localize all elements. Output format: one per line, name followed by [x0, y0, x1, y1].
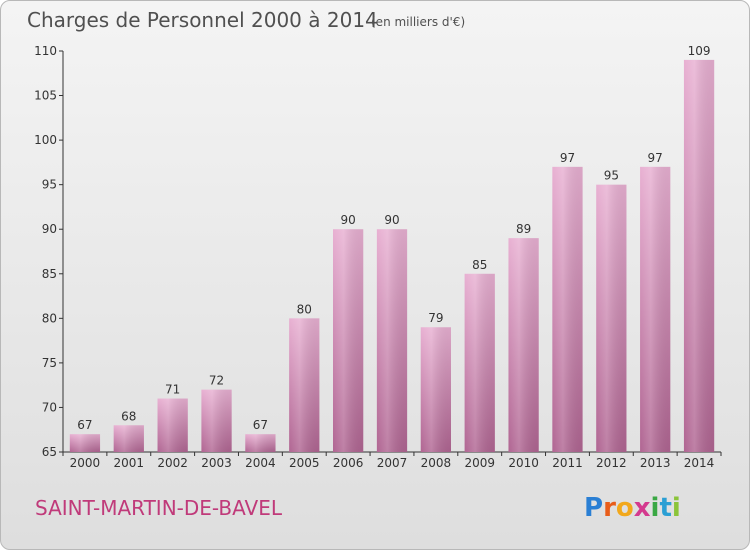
x-tick-label: 2007 [377, 456, 408, 470]
bar-value-label: 72 [209, 374, 224, 388]
logo-letter: i [672, 493, 681, 523]
bar-value-label: 71 [165, 383, 180, 397]
bar-value-label: 89 [516, 222, 531, 236]
bar-value-label: 90 [340, 213, 355, 227]
logo-letter: t [659, 493, 671, 523]
bar-value-label: 79 [428, 311, 443, 325]
x-tick-label: 2006 [333, 456, 364, 470]
logo-letter: r [603, 493, 616, 523]
chart-title: Charges de Personnel 2000 à 2014 [27, 8, 378, 32]
x-tick-label: 2002 [157, 456, 188, 470]
logo-letter: P [584, 493, 603, 523]
commune-name: SAINT-MARTIN-DE-BAVEL [35, 496, 283, 520]
bar-shine [508, 238, 539, 452]
y-tick-label: 95 [42, 178, 57, 192]
y-tick-label: 110 [34, 44, 57, 58]
bar-shine [552, 166, 583, 452]
bar-value-label: 97 [560, 151, 575, 165]
x-tick-label: 2001 [114, 456, 145, 470]
logo-letter: i [651, 493, 660, 523]
bar-shine [464, 273, 495, 452]
bar-value-label: 67 [253, 418, 268, 432]
bar-shine [69, 434, 101, 452]
x-tick-label: 2012 [596, 456, 627, 470]
bar-value-label: 80 [297, 302, 312, 316]
bar-shine [332, 229, 364, 452]
bar-shine [420, 327, 452, 452]
x-tick-label: 2004 [245, 456, 276, 470]
bars: 67 68 71 72 67 80 90 90 79 85 89 97 95 97 109 [69, 44, 715, 453]
bar-shine [157, 398, 188, 452]
y-tick-label: 100 [34, 133, 57, 147]
bar-value-label: 95 [604, 169, 619, 183]
y-axis: 65 70 75 80 85 90 95 100 105 110 [34, 44, 64, 459]
bar-shine [289, 318, 320, 452]
y-tick-label: 105 [34, 89, 57, 103]
logo-letter: x [634, 493, 651, 523]
bar-shine [683, 59, 715, 453]
x-tick-label: 2014 [684, 456, 715, 470]
y-tick-label: 85 [42, 267, 57, 281]
x-tick-label: 2013 [640, 456, 671, 470]
bar-value-label: 109 [688, 44, 711, 58]
bar-shine [113, 425, 144, 452]
bar-value-label: 67 [77, 418, 92, 432]
x-tick-label: 2011 [552, 456, 583, 470]
bar-value-label: 68 [121, 409, 136, 423]
bar-shine [596, 184, 627, 452]
bar-value-label: 97 [648, 151, 663, 165]
x-axis: 2000 2001 2002 2003 2004 2005 2006 2007 2008 2009… [62, 451, 722, 470]
y-tick-label: 65 [42, 445, 57, 459]
bar-shine [245, 434, 276, 452]
bar-shine [376, 229, 408, 452]
chart-subtitle: (en milliers d'€) [371, 15, 465, 29]
logo-letter: o [616, 493, 634, 523]
bar-value-label: 85 [472, 258, 487, 272]
x-tick-label: 2008 [421, 456, 452, 470]
y-tick-label: 75 [42, 356, 57, 370]
x-tick-label: 2003 [201, 456, 232, 470]
bar-shine [640, 166, 671, 452]
y-tick-label: 80 [42, 311, 57, 325]
x-tick-label: 2010 [508, 456, 539, 470]
x-tick-label: 2005 [289, 456, 320, 470]
bar-shine [201, 389, 232, 452]
x-tick-label: 2000 [70, 456, 101, 470]
bar-value-label: 90 [384, 213, 399, 227]
proxiti-logo: Proxiti [584, 493, 681, 523]
y-tick-label: 90 [42, 222, 57, 236]
x-tick-label: 2009 [464, 456, 495, 470]
y-tick-label: 70 [42, 400, 57, 414]
